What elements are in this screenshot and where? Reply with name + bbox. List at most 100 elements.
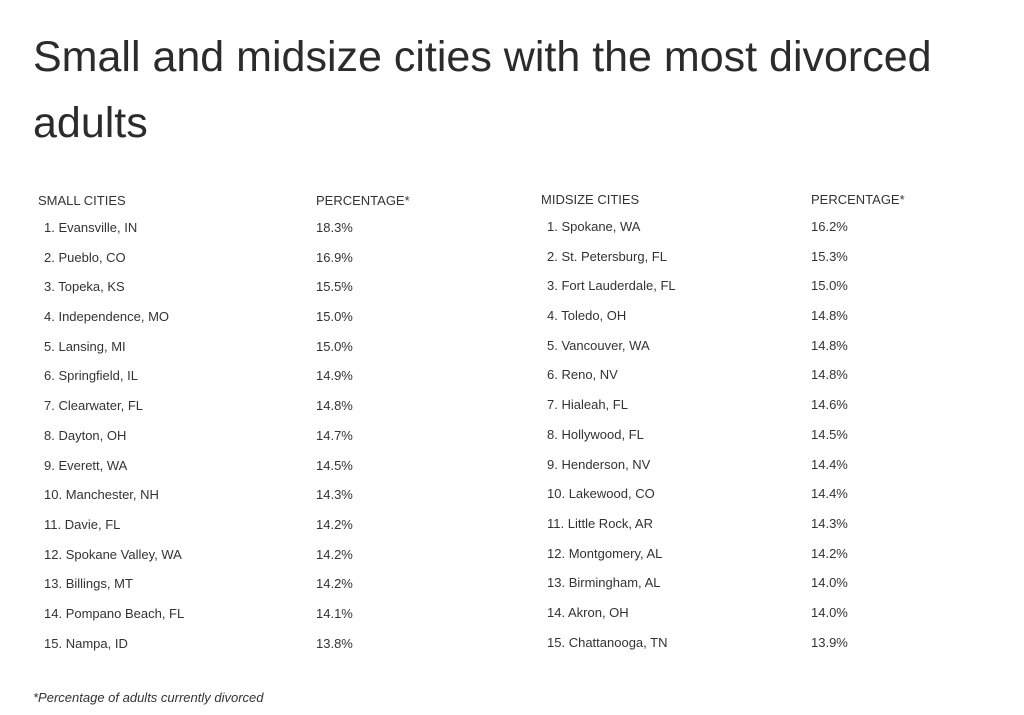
header-small-cities: SMALL CITIES	[38, 193, 126, 208]
header-percentage: PERCENTAGE*	[316, 193, 410, 208]
percentage-value: 14.4%	[811, 456, 848, 472]
percentage-value: 14.8%	[316, 398, 353, 414]
rank-number: 14	[44, 606, 66, 621]
city-name: Billings, MT	[65, 576, 133, 592]
table-row: 6Reno, NV 14.8%	[541, 365, 941, 395]
city-cell: 11Little Rock, AR	[541, 514, 653, 534]
percentage-value: 14.2%	[316, 516, 353, 532]
table-row: 9Henderson, NV 14.4%	[541, 455, 941, 485]
rank-number: 8	[547, 427, 561, 442]
city-name: Clearwater, FL	[58, 398, 144, 414]
percentage-value: 14.3%	[316, 487, 353, 503]
city-cell: 2St. Petersburg, FL	[541, 247, 667, 267]
rank-number: 2	[547, 249, 561, 264]
city-cell: 6Reno, NV	[541, 365, 618, 385]
midsize-cities-rows: 1Spokane, WA 16.2% 2St. Petersburg, FL 15.3…	[541, 217, 941, 662]
city-name: Manchester, NH	[65, 487, 159, 503]
city-cell: 1Spokane, WA	[541, 217, 640, 237]
table-row: 5Lansing, MI 15.0%	[38, 337, 438, 367]
table-header: SMALL CITIES PERCENTAGE*	[38, 191, 438, 218]
rank-number: 3	[44, 279, 58, 294]
table-row: 7Hialeah, FL 14.6%	[541, 395, 941, 425]
table-row: 14Pompano Beach, FL 14.1%	[38, 604, 438, 634]
percentage-value: 14.2%	[811, 545, 848, 561]
table-row: 12Spokane Valley, WA 14.2%	[38, 545, 438, 575]
city-cell: 1Evansville, IN	[38, 218, 137, 238]
table-row: 13Birmingham, AL 14.0%	[541, 573, 941, 603]
city-name: Pueblo, CO	[58, 249, 126, 265]
city-cell: 6Springfield, IL	[38, 366, 138, 386]
city-cell: 4Independence, MO	[38, 307, 169, 327]
table-row: 15Chattanooga, TN 13.9%	[541, 633, 941, 663]
city-name: Independence, MO	[58, 309, 170, 325]
city-name: Little Rock, AR	[567, 515, 653, 531]
city-name: Hollywood, FL	[561, 426, 644, 442]
table-row: 11Little Rock, AR 14.3%	[541, 514, 941, 544]
table-row: 1Spokane, WA 16.2%	[541, 217, 941, 247]
table-row: 13Billings, MT 14.2%	[38, 574, 438, 604]
rank-number: 14	[547, 605, 568, 620]
city-cell: 14Akron, OH	[541, 603, 629, 623]
table-row: 10Lakewood, CO 14.4%	[541, 484, 941, 514]
percentage-value: 14.7%	[316, 427, 353, 443]
percentage-value: 13.9%	[811, 634, 848, 650]
city-cell: 7Clearwater, FL	[38, 396, 143, 416]
percentage-value: 14.5%	[811, 426, 848, 442]
percentage-value: 14.0%	[811, 575, 848, 591]
table-row: 12Montgomery, AL 14.2%	[541, 544, 941, 574]
table-row: 15Nampa, ID 13.8%	[38, 634, 438, 664]
rank-number: 9	[44, 458, 58, 473]
percentage-value: 16.2%	[811, 219, 848, 234]
city-cell: 5Lansing, MI	[38, 337, 126, 357]
city-name: Springfield, IL	[58, 368, 138, 384]
table-row: 2St. Petersburg, FL 15.3%	[541, 247, 941, 277]
rank-number: 10	[547, 486, 569, 501]
header-percentage: PERCENTAGE*	[811, 192, 905, 207]
city-name: Henderson, NV	[561, 456, 651, 472]
city-cell: 15Chattanooga, TN	[541, 633, 667, 653]
table-row: 9Everett, WA 14.5%	[38, 456, 438, 486]
table-row: 8Hollywood, FL 14.5%	[541, 425, 941, 455]
city-cell: 5Vancouver, WA	[541, 336, 650, 356]
percentage-value: 14.8%	[811, 367, 848, 383]
percentage-value: 16.9%	[316, 249, 353, 265]
rank-number: 4	[547, 308, 561, 323]
table-row: 5Vancouver, WA 14.8%	[541, 336, 941, 366]
rank-number: 1	[547, 219, 561, 234]
percentage-value: 14.1%	[316, 605, 353, 621]
percentage-value: 14.2%	[316, 546, 353, 562]
rank-number: 1	[44, 220, 58, 235]
rank-number: 7	[547, 397, 561, 412]
city-cell: 3Fort Lauderdale, FL	[541, 276, 676, 296]
city-cell: 14Pompano Beach, FL	[38, 604, 184, 624]
rank-number: 11	[547, 516, 568, 531]
percentage-value: 14.9%	[316, 368, 353, 384]
percentage-value: 15.3%	[811, 248, 848, 264]
rank-number: 5	[44, 339, 58, 354]
percentage-value: 14.0%	[811, 604, 848, 620]
city-cell: 9Everett, WA	[38, 456, 127, 476]
city-cell: 3Topeka, KS	[38, 277, 125, 297]
city-cell: 8Dayton, OH	[38, 426, 126, 446]
percentage-value: 14.3%	[811, 515, 848, 531]
city-cell: 10Lakewood, CO	[541, 484, 655, 504]
city-name: St. Petersburg, FL	[561, 248, 667, 264]
table-row: 6Springfield, IL 14.9%	[38, 366, 438, 396]
table-row: 14Akron, OH 14.0%	[541, 603, 941, 633]
rank-number: 10	[44, 487, 66, 502]
table-row: 10Manchester, NH 14.3%	[38, 485, 438, 515]
city-name: Lansing, MI	[58, 338, 126, 354]
percentage-value: 15.0%	[316, 338, 353, 354]
city-cell: 11Davie, FL	[38, 515, 120, 535]
percentage-value: 13.8%	[316, 635, 353, 651]
city-name: Dayton, OH	[58, 427, 127, 443]
midsize-cities-table: MIDSIZE CITIES PERCENTAGE* 1Spokane, WA1…	[541, 190, 941, 662]
city-cell: 7Hialeah, FL	[541, 395, 628, 415]
city-name: Davie, FL	[64, 516, 121, 532]
rank-number: 13	[547, 575, 569, 590]
table-row: 1Evansville, IN 18.3%	[38, 218, 438, 248]
table-row: 8Dayton, OH 14.7%	[38, 426, 438, 456]
city-name: Pompano Beach, FL	[65, 605, 185, 621]
city-name: Vancouver, WA	[561, 337, 650, 353]
rank-number: 11	[44, 517, 65, 532]
